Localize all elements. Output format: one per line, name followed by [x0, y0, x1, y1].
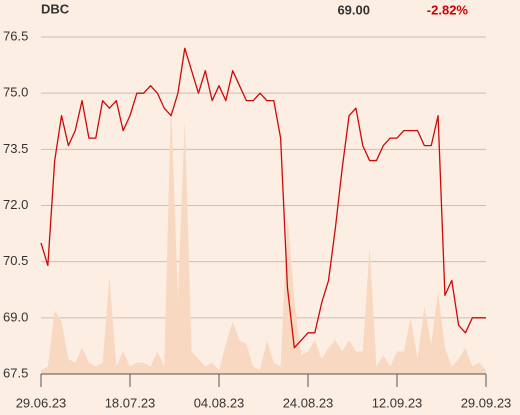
- x-tick-label: 29.06.23: [16, 395, 67, 410]
- x-tick-label: 18.07.23: [105, 395, 156, 410]
- volume-area: [41, 100, 486, 375]
- x-tick-label: 24.08.23: [283, 395, 334, 410]
- x-tick-label: 29.09.23: [461, 395, 512, 410]
- x-tick-label: 04.08.23: [194, 395, 245, 410]
- chart-title: DBC: [41, 1, 70, 16]
- y-tick-label: 73.5: [3, 141, 28, 156]
- price-change: -2.82%: [427, 2, 469, 17]
- x-tick-label: 12.09.23: [372, 395, 423, 410]
- price-line: [40, 47, 486, 349]
- y-tick-label: 70.5: [3, 253, 28, 268]
- last-price: 69.00: [337, 2, 370, 17]
- y-tick-label: 75.0: [3, 85, 28, 100]
- y-tick-label: 72.0: [3, 197, 28, 212]
- y-tick-label: 67.5: [3, 365, 28, 380]
- y-tick-label: 76.5: [3, 28, 28, 43]
- y-tick-label: 69.0: [3, 309, 28, 324]
